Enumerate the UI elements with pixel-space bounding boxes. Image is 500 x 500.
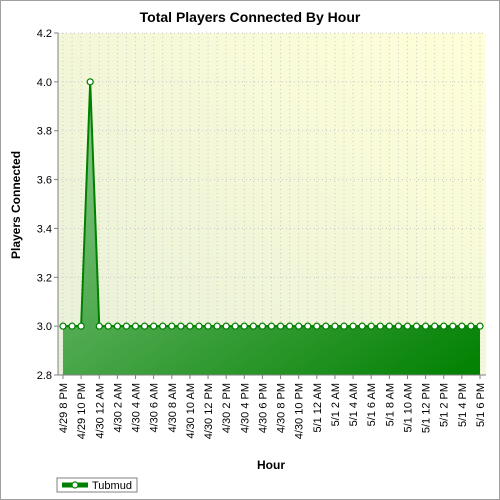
y-tick-label: 4.0 [37,77,52,89]
legend-marker-icon [71,481,79,489]
data-point [376,322,384,330]
series-area-fill [63,81,480,375]
data-point [458,322,466,330]
data-point [258,322,267,330]
data-point [267,322,276,330]
data-point [394,322,403,330]
data-point [331,322,339,330]
x-tick-label: 4/30 12 AM [94,383,106,439]
x-tick-label: 4/30 8 PM [276,383,288,433]
x-tick-label: 4/30 6 PM [257,383,269,433]
data-point [150,322,158,330]
y-tick-label: 3.8 [37,126,52,138]
data-point [403,322,412,330]
x-tick-label: 5/1 10 AM [402,383,414,433]
data-point [195,322,203,330]
x-tick-label: 5/1 6 PM [475,383,487,427]
x-tick-label: 4/30 4 AM [131,383,143,433]
x-tick-labels: 4/29 8 PM 4/29 10 PM 4/30 12 AM 4/30 2 AM 4/… [58,375,487,439]
x-tick-label: 4/30 2 AM [112,383,124,433]
data-point [358,322,366,330]
data-point [295,322,303,330]
y-tick-label: 3.2 [37,272,52,284]
data-point [86,78,94,86]
y-tick-label: 4.2 [37,28,52,40]
x-tick-label: 5/1 2 PM [439,383,451,427]
data-point [186,322,194,330]
data-point [113,322,121,330]
x-tick-label: 4/30 10 AM [185,383,197,439]
y-tick-label: 3.4 [37,223,52,235]
x-tick-label: 4/30 10 PM [294,383,306,439]
data-point [276,322,285,330]
data-point [449,322,457,330]
data-point [240,322,248,330]
legend-label: Tubmud [92,480,132,492]
y-tick-labels: 2.8 3.0 3.2 3.4 3.6 3.8 4.0 4.2 [37,28,58,382]
x-tick-label: 5/1 2 AM [330,383,342,426]
x-tick-label: 4/30 4 PM [239,383,251,433]
data-point [313,322,321,330]
x-axis-title: Hour [257,458,285,472]
data-point [131,322,140,330]
y-tick-label: 2.8 [37,370,52,382]
x-tick-label: 5/1 4 PM [457,383,469,427]
y-axis-title: Players Connected [9,151,23,259]
data-point [222,322,230,330]
x-tick-label: 4/30 12 PM [203,383,215,439]
data-point [104,322,112,330]
chart-title: Total Players Connected By Hour [140,9,361,25]
x-tick-label: 4/30 8 AM [167,383,179,433]
data-point [367,322,375,330]
data-point [177,322,185,330]
data-point [59,322,67,330]
data-point [159,322,167,330]
data-point [431,322,439,330]
legend-box [56,477,138,493]
data-points [59,78,484,330]
data-point [476,322,484,330]
legend: Tubmud [56,477,138,493]
data-point [213,322,221,330]
data-point [95,322,103,330]
data-point [249,322,257,330]
data-point [77,322,85,330]
x-tick-label: 5/1 4 AM [348,383,360,426]
x-tick-label: 5/1 12 PM [421,383,433,433]
x-tick-label: 4/30 6 AM [149,383,161,433]
data-point [422,322,430,330]
data-point [168,322,176,330]
y-tick-label: 3.0 [37,321,52,333]
data-point [322,322,330,330]
axes [57,33,486,376]
x-tick-label: 4/30 2 PM [221,383,233,433]
data-point [467,322,475,330]
data-point [68,322,76,330]
x-tick-label: 5/1 8 AM [384,383,396,426]
data-point [231,322,239,330]
data-point [440,322,448,330]
y-tick-label: 3.6 [37,175,52,187]
data-point [349,322,357,330]
data-point [122,322,131,330]
x-tick-label: 4/29 8 PM [58,383,70,433]
data-point [204,322,212,330]
x-tick-label: 5/1 12 AM [312,383,324,433]
data-point [304,322,312,330]
data-point [140,322,149,330]
x-tick-label: 5/1 6 AM [366,383,378,426]
data-point [286,322,294,330]
x-tick-label: 4/29 10 PM [76,383,88,439]
data-point [385,322,393,330]
data-point [340,322,348,330]
data-point [412,322,421,330]
